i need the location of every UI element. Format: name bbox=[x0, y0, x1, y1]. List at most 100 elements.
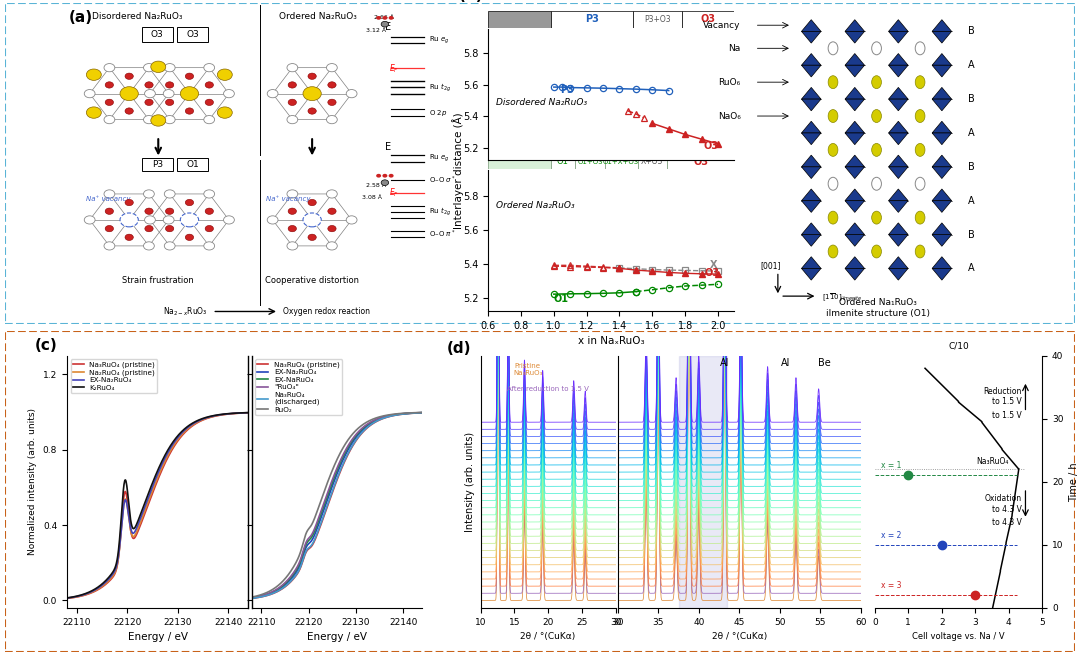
Polygon shape bbox=[889, 223, 908, 234]
Circle shape bbox=[872, 76, 881, 88]
Bar bbox=[177, 28, 208, 41]
Circle shape bbox=[186, 73, 193, 79]
Polygon shape bbox=[932, 200, 951, 212]
Text: Ru $e_g$: Ru $e_g$ bbox=[429, 34, 449, 46]
Polygon shape bbox=[889, 133, 908, 145]
Text: to 4.3 V: to 4.3 V bbox=[993, 518, 1022, 527]
Polygon shape bbox=[932, 234, 951, 246]
Polygon shape bbox=[889, 31, 908, 43]
Circle shape bbox=[287, 115, 298, 124]
Text: P3: P3 bbox=[151, 160, 163, 169]
Circle shape bbox=[105, 99, 113, 105]
Text: Ordered Na₂RuO₃: Ordered Na₂RuO₃ bbox=[496, 201, 575, 210]
Polygon shape bbox=[932, 31, 951, 43]
Polygon shape bbox=[845, 167, 864, 179]
Text: Vacancy: Vacancy bbox=[703, 21, 741, 29]
Polygon shape bbox=[801, 257, 821, 269]
Circle shape bbox=[186, 234, 193, 240]
Circle shape bbox=[163, 90, 174, 98]
Polygon shape bbox=[801, 54, 821, 66]
Text: B: B bbox=[969, 162, 975, 172]
Polygon shape bbox=[932, 99, 951, 111]
Text: After reduction to 1.5 V: After reduction to 1.5 V bbox=[508, 386, 589, 392]
Circle shape bbox=[915, 143, 924, 157]
Text: x = 3: x = 3 bbox=[881, 581, 902, 590]
Bar bbox=[678, 356, 727, 608]
Circle shape bbox=[326, 242, 337, 250]
Text: P3+O3: P3+O3 bbox=[644, 15, 671, 24]
Circle shape bbox=[382, 16, 388, 20]
Circle shape bbox=[145, 99, 153, 105]
Text: Na₃RuO₄: Na₃RuO₄ bbox=[976, 457, 1009, 466]
Circle shape bbox=[120, 213, 138, 227]
Y-axis label: Normalized intensity (arb. units): Normalized intensity (arb. units) bbox=[28, 408, 38, 555]
Text: Reduction
to 1.5 V: Reduction to 1.5 V bbox=[984, 387, 1022, 406]
Text: Ordered Na₂RuO₃: Ordered Na₂RuO₃ bbox=[279, 12, 356, 21]
Circle shape bbox=[163, 215, 174, 224]
Circle shape bbox=[105, 225, 113, 232]
Circle shape bbox=[104, 64, 114, 72]
Y-axis label: Time / h: Time / h bbox=[1069, 462, 1079, 502]
Circle shape bbox=[144, 190, 154, 198]
Circle shape bbox=[389, 16, 393, 20]
Polygon shape bbox=[889, 121, 908, 133]
Text: Ru $t_{2g}$: Ru $t_{2g}$ bbox=[429, 206, 450, 218]
Circle shape bbox=[125, 199, 133, 206]
Circle shape bbox=[145, 215, 156, 224]
Circle shape bbox=[381, 180, 389, 185]
X-axis label: 2θ / °(CuKα): 2θ / °(CuKα) bbox=[712, 632, 767, 641]
Circle shape bbox=[308, 234, 316, 240]
Polygon shape bbox=[845, 133, 864, 145]
Polygon shape bbox=[845, 121, 864, 133]
Polygon shape bbox=[801, 20, 821, 31]
Polygon shape bbox=[932, 87, 951, 99]
Circle shape bbox=[303, 86, 321, 101]
Text: Na₂RuO₃: Na₂RuO₃ bbox=[27, 132, 40, 195]
Circle shape bbox=[872, 109, 881, 122]
Legend: Na₃RuO₄ (pristine), Na₂RuO₄ (pristine), EX-Na₂RuO₄, K₂RuO₄: Na₃RuO₄ (pristine), Na₂RuO₄ (pristine), … bbox=[70, 360, 158, 393]
Circle shape bbox=[144, 115, 154, 124]
Polygon shape bbox=[801, 99, 821, 111]
Circle shape bbox=[328, 99, 336, 105]
Text: Ru $e_g$: Ru $e_g$ bbox=[429, 153, 449, 164]
Bar bbox=[488, 11, 551, 28]
Circle shape bbox=[308, 199, 316, 206]
Text: $E_F$: $E_F$ bbox=[389, 187, 399, 199]
Text: (b): (b) bbox=[459, 0, 483, 3]
Polygon shape bbox=[932, 66, 951, 77]
Text: E: E bbox=[384, 22, 391, 32]
Circle shape bbox=[267, 215, 278, 224]
Polygon shape bbox=[801, 223, 821, 234]
Polygon shape bbox=[932, 121, 951, 133]
Polygon shape bbox=[845, 99, 864, 111]
Polygon shape bbox=[932, 167, 951, 179]
Circle shape bbox=[915, 109, 924, 122]
Circle shape bbox=[915, 211, 924, 224]
Text: Disordered Na₂RuO₃: Disordered Na₂RuO₃ bbox=[496, 98, 586, 107]
Circle shape bbox=[224, 215, 234, 224]
Circle shape bbox=[828, 178, 838, 190]
Legend: Na₃RuO₄ (pristine), EX-Na₂RuO₄, EX-NaRuO₄, "RuO₄", Na₃RuO₄
(discharged), RuO₂: Na₃RuO₄ (pristine), EX-Na₂RuO₄, EX-NaRuO… bbox=[255, 360, 342, 415]
Bar bbox=[637, 155, 667, 169]
Polygon shape bbox=[845, 31, 864, 43]
Text: Ordered Na₁RuO₃
ilmenite structure (O1): Ordered Na₁RuO₃ ilmenite structure (O1) bbox=[826, 298, 930, 318]
Polygon shape bbox=[889, 87, 908, 99]
Text: (a): (a) bbox=[69, 10, 93, 25]
Circle shape bbox=[288, 225, 296, 232]
Circle shape bbox=[164, 190, 175, 198]
Text: 2.58 Å: 2.58 Å bbox=[366, 183, 387, 188]
Circle shape bbox=[287, 242, 298, 250]
Circle shape bbox=[205, 82, 214, 88]
Text: X: X bbox=[710, 260, 717, 270]
Text: O3: O3 bbox=[701, 14, 716, 24]
Circle shape bbox=[347, 90, 357, 98]
Polygon shape bbox=[801, 121, 821, 133]
Text: Cooperative distortion: Cooperative distortion bbox=[265, 276, 360, 285]
Text: [001]: [001] bbox=[760, 261, 781, 270]
Circle shape bbox=[915, 245, 924, 258]
Circle shape bbox=[915, 42, 924, 55]
Polygon shape bbox=[932, 257, 951, 269]
Circle shape bbox=[151, 115, 165, 126]
Bar bbox=[605, 155, 637, 169]
Polygon shape bbox=[889, 66, 908, 77]
